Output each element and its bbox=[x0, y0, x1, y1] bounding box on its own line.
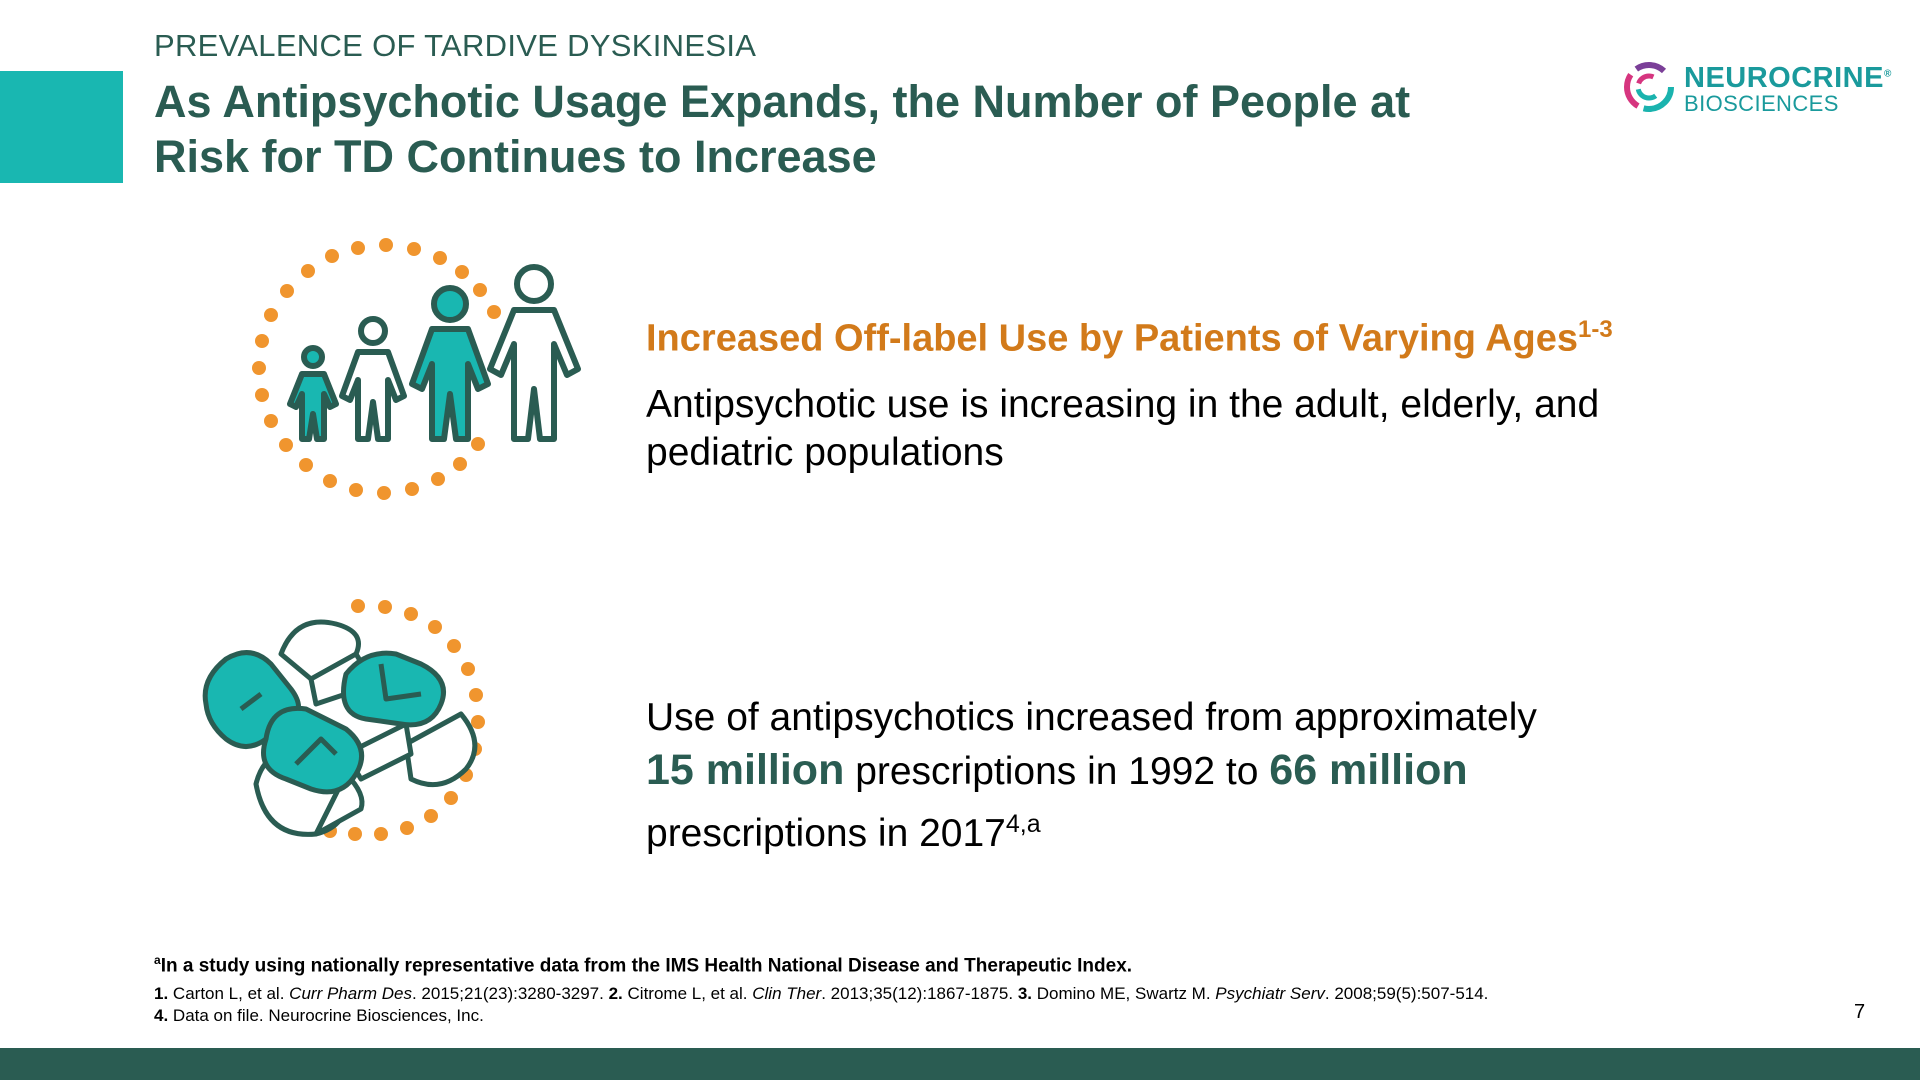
references-line-2: 4. Data on file. Neurocrine Biosciences,… bbox=[154, 1005, 1654, 1027]
teal-accent-block bbox=[0, 71, 123, 183]
ref3-details: . 2008;59(5):507-514. bbox=[1324, 984, 1489, 1003]
family-people-icon bbox=[252, 238, 581, 500]
stat-1992: 15 million bbox=[646, 746, 845, 794]
section2-text-mid: prescriptions in 1992 to bbox=[855, 750, 1259, 793]
ref4-text: Data on file. Neurocrine Biosciences, In… bbox=[172, 1006, 484, 1025]
stat-2017: 66 million bbox=[1269, 746, 1468, 794]
orange-dotted-arc bbox=[323, 599, 485, 841]
section1-body: Antipsychotic use is increasing in the a… bbox=[646, 383, 1600, 474]
footnote-marker: a bbox=[154, 953, 161, 967]
section2-text-before: Use of antipsychotics increased from app… bbox=[646, 696, 1537, 739]
ref2-journal: Clin Ther bbox=[752, 984, 822, 1003]
ref2-authors: Citrome L, et al. bbox=[627, 984, 748, 1003]
logo-subtitle: BIOSCIENCES bbox=[1684, 91, 1839, 116]
section2-body: Use of antipsychotics increased from app… bbox=[646, 692, 1686, 860]
section-eyebrow: PREVALENCE OF TARDIVE DYSKINESIA bbox=[154, 28, 757, 63]
slide-title: As Antipsychotic Usage Expands, the Numb… bbox=[154, 74, 1534, 184]
logo-trademark: ® bbox=[1883, 68, 1892, 80]
title-line-2: Risk for TD Continues to Increase bbox=[154, 131, 877, 182]
page-number: 7 bbox=[1854, 1001, 1866, 1023]
ref2-num: 2. bbox=[608, 984, 623, 1003]
section2-ref: 4,a bbox=[1005, 810, 1041, 838]
ref1-authors: Carton L, et al. bbox=[172, 984, 285, 1003]
references: 1. Carton L, et al. Curr Pharm Des. 2015… bbox=[154, 983, 1654, 1027]
neurocrine-logo: NEUROCRINE® BIOSCIENCES bbox=[1624, 58, 1894, 118]
footnote-a: aIn a study using nationally representat… bbox=[154, 953, 1132, 977]
ref3-authors: Domino ME, Swartz M. bbox=[1036, 984, 1211, 1003]
section2-text-after: prescriptions in 2017 bbox=[646, 812, 1006, 855]
references-line-1: 1. Carton L, et al. Curr Pharm Des. 2015… bbox=[154, 983, 1654, 1005]
section1-heading-ref: 1-3 bbox=[1578, 316, 1613, 343]
footnote-text: In a study using nationally representati… bbox=[160, 955, 1133, 977]
ref4-num: 4. bbox=[154, 1006, 169, 1025]
ref2-details: . 2013;35(12):1867-1875. bbox=[821, 984, 1014, 1003]
logo-name: NEUROCRINE bbox=[1684, 62, 1884, 94]
ref3-num: 3. bbox=[1017, 984, 1033, 1003]
title-line-1: As Antipsychotic Usage Expands, the Numb… bbox=[154, 76, 1411, 127]
section1-heading-text: Increased Off-label Use by Patients of V… bbox=[646, 317, 1579, 360]
ref1-journal: Curr Pharm Des bbox=[289, 984, 412, 1003]
logo-swirl-icon bbox=[1624, 62, 1674, 112]
ref3-journal: Psychiatr Serv bbox=[1215, 984, 1325, 1003]
section1-heading: Increased Off-label Use by Patients of V… bbox=[646, 316, 1613, 361]
bottom-bar bbox=[0, 1048, 1920, 1080]
pills-capsules-icon bbox=[202, 599, 485, 841]
ref1-details: . 2015;21(23):3280-3297. bbox=[411, 984, 604, 1003]
orange-dotted-ring bbox=[252, 238, 501, 500]
ref1-num: 1. bbox=[154, 984, 169, 1003]
